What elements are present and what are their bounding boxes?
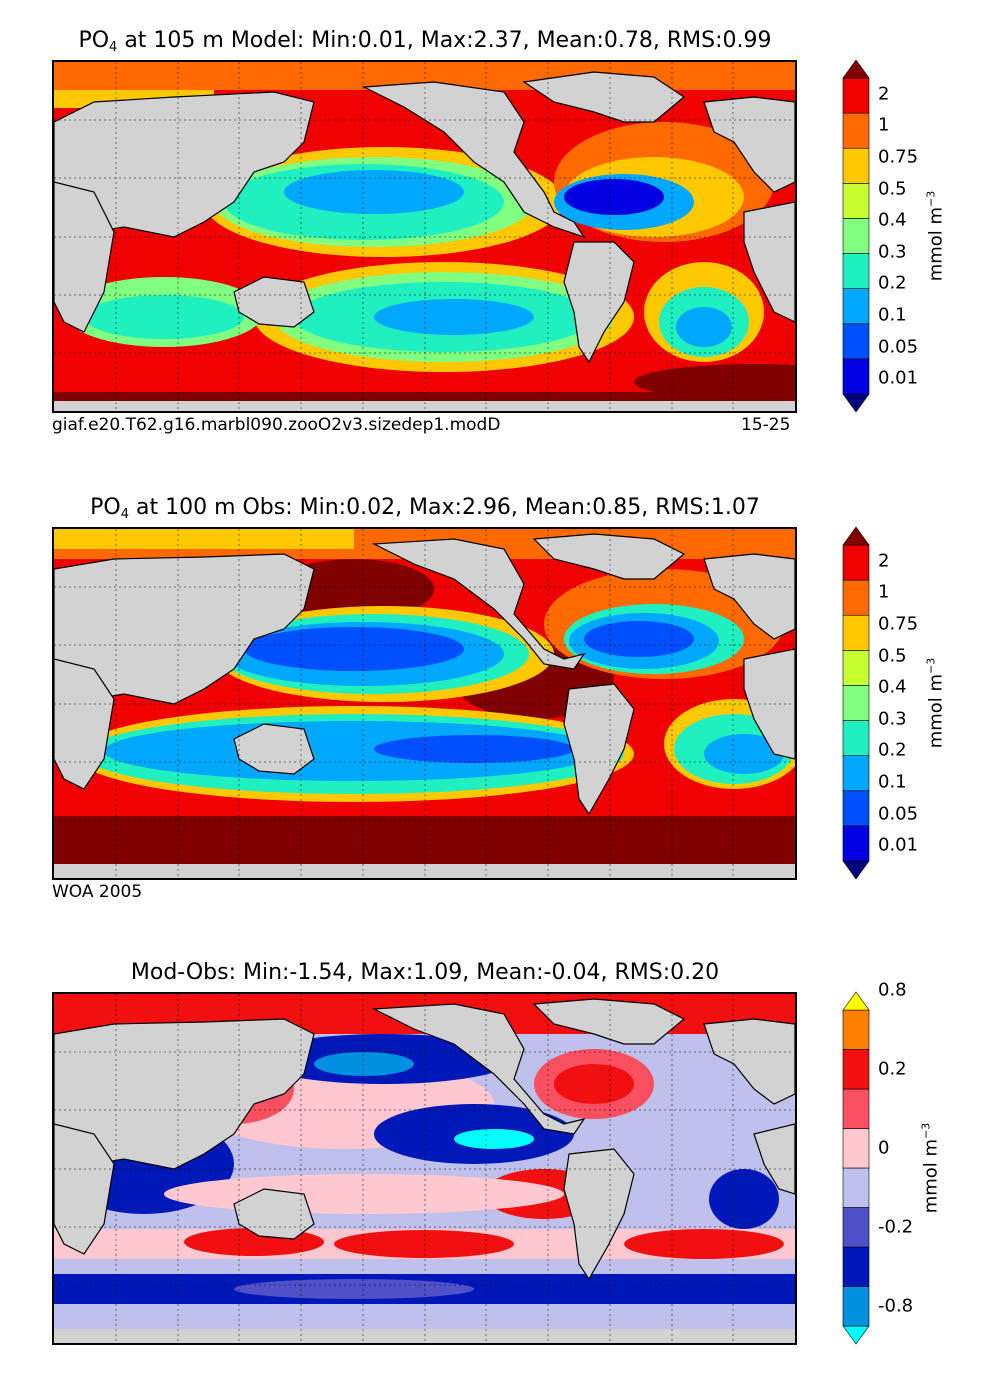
colorbar-segment bbox=[842, 1088, 870, 1129]
colorbar-tick-label: 1 bbox=[878, 581, 890, 603]
colorbar-segment bbox=[842, 991, 870, 1011]
panel-title: PO4 at 105 m Model: Min:0.01, Max:2.37, … bbox=[78, 28, 772, 55]
colorbar-segment bbox=[842, 1049, 870, 1090]
colorbar-tick-label: 0.05 bbox=[878, 336, 919, 358]
colorbar-segment bbox=[842, 614, 870, 651]
colorbar-tick-label: 0.75 bbox=[878, 146, 919, 168]
colorbar-tick-label: 0.4 bbox=[878, 676, 907, 698]
colorbar-tick-label: 2 bbox=[878, 550, 890, 572]
colorbar-segment bbox=[842, 526, 870, 546]
colorbar-segment bbox=[842, 323, 870, 360]
map-svg bbox=[54, 994, 795, 1343]
colorbar-tick-label: -0.8 bbox=[878, 1295, 914, 1317]
colorbar-tick-label: 0.2 bbox=[878, 272, 907, 294]
colorbar-segment bbox=[842, 1009, 870, 1050]
colorbar-tick-label: 0.4 bbox=[878, 209, 907, 231]
panel-title: Mod-Obs: Min:-1.54, Max:1.09, Mean:-0.04… bbox=[130, 960, 720, 985]
colorbar-tick-label: 0.1 bbox=[878, 304, 907, 326]
colorbar-segment bbox=[842, 147, 870, 184]
colorbar-segment bbox=[842, 1286, 870, 1327]
colorbar-tick-label: 0 bbox=[878, 1137, 890, 1159]
colorbar-svg bbox=[842, 59, 870, 413]
colorbar-tick-label: 1 bbox=[878, 114, 890, 136]
colorbar-segment bbox=[842, 1128, 870, 1169]
map-model bbox=[52, 60, 797, 413]
years-label: 15-25 bbox=[741, 415, 791, 435]
colorbar-segment bbox=[842, 579, 870, 616]
colorbar-tick-label: 0.05 bbox=[878, 803, 919, 825]
colorbar-segment bbox=[842, 1207, 870, 1248]
colorbar-tick-label: 0.5 bbox=[878, 178, 907, 200]
colorbar-segment bbox=[842, 393, 870, 413]
colorbar-segment bbox=[842, 358, 870, 395]
colorbar-tick-label: 0.01 bbox=[878, 834, 919, 856]
colorbar-segment bbox=[842, 1246, 870, 1287]
source-label: WOA 2005 bbox=[52, 882, 143, 902]
colorbar-tick-label: 0.01 bbox=[878, 367, 919, 389]
colorbar-segment bbox=[842, 825, 870, 862]
colorbar-svg bbox=[842, 526, 870, 880]
colorbar-segment bbox=[842, 288, 870, 325]
colorbar bbox=[842, 526, 870, 880]
colorbar-segment bbox=[842, 183, 870, 219]
colorbar-unit-label: mmol m−3 bbox=[924, 657, 947, 749]
colorbar-tick-label: 0.3 bbox=[878, 241, 907, 263]
colorbar-svg bbox=[842, 991, 870, 1345]
panel-title: PO4 at 100 m Obs: Min:0.02, Max:2.96, Me… bbox=[90, 495, 760, 522]
colorbar-segment bbox=[842, 253, 870, 289]
colorbar-tick-label: 0.75 bbox=[878, 613, 919, 635]
colorbar-segment bbox=[842, 650, 870, 686]
map-svg bbox=[54, 529, 795, 878]
colorbar-segment bbox=[842, 790, 870, 827]
colorbar-tick-label: 0.2 bbox=[878, 1058, 907, 1080]
colorbar-segment bbox=[842, 755, 870, 792]
map-diff bbox=[52, 992, 797, 1345]
colorbar-tick-label: 0.8 bbox=[878, 979, 907, 1001]
colorbar-tick-label: -0.2 bbox=[878, 1216, 914, 1238]
map-svg bbox=[54, 62, 795, 411]
colorbar-tick-label: 0.5 bbox=[878, 645, 907, 667]
colorbar bbox=[842, 991, 870, 1345]
colorbar-segment bbox=[842, 720, 870, 756]
colorbar-tick-label: 0.3 bbox=[878, 708, 907, 730]
map-obs bbox=[52, 527, 797, 880]
colorbar-segment bbox=[842, 544, 870, 581]
colorbar-segment bbox=[842, 860, 870, 880]
colorbar-segment bbox=[842, 112, 870, 149]
colorbar-unit-label: mmol m−3 bbox=[924, 190, 947, 282]
colorbar bbox=[842, 59, 870, 413]
colorbar-segment bbox=[842, 77, 870, 114]
colorbar-tick-label: 2 bbox=[878, 83, 890, 105]
colorbar-unit-label: mmol m−3 bbox=[919, 1122, 942, 1214]
case-name-label: giaf.e20.T62.g16.marbl090.zooO2v3.sizede… bbox=[52, 415, 501, 435]
colorbar-segment bbox=[842, 59, 870, 79]
colorbar-segment bbox=[842, 1325, 870, 1345]
colorbar-segment bbox=[842, 1167, 870, 1208]
colorbar-tick-label: 0.2 bbox=[878, 739, 907, 761]
colorbar-tick-label: 0.1 bbox=[878, 771, 907, 793]
colorbar-segment bbox=[842, 218, 870, 254]
colorbar-segment bbox=[842, 685, 870, 721]
